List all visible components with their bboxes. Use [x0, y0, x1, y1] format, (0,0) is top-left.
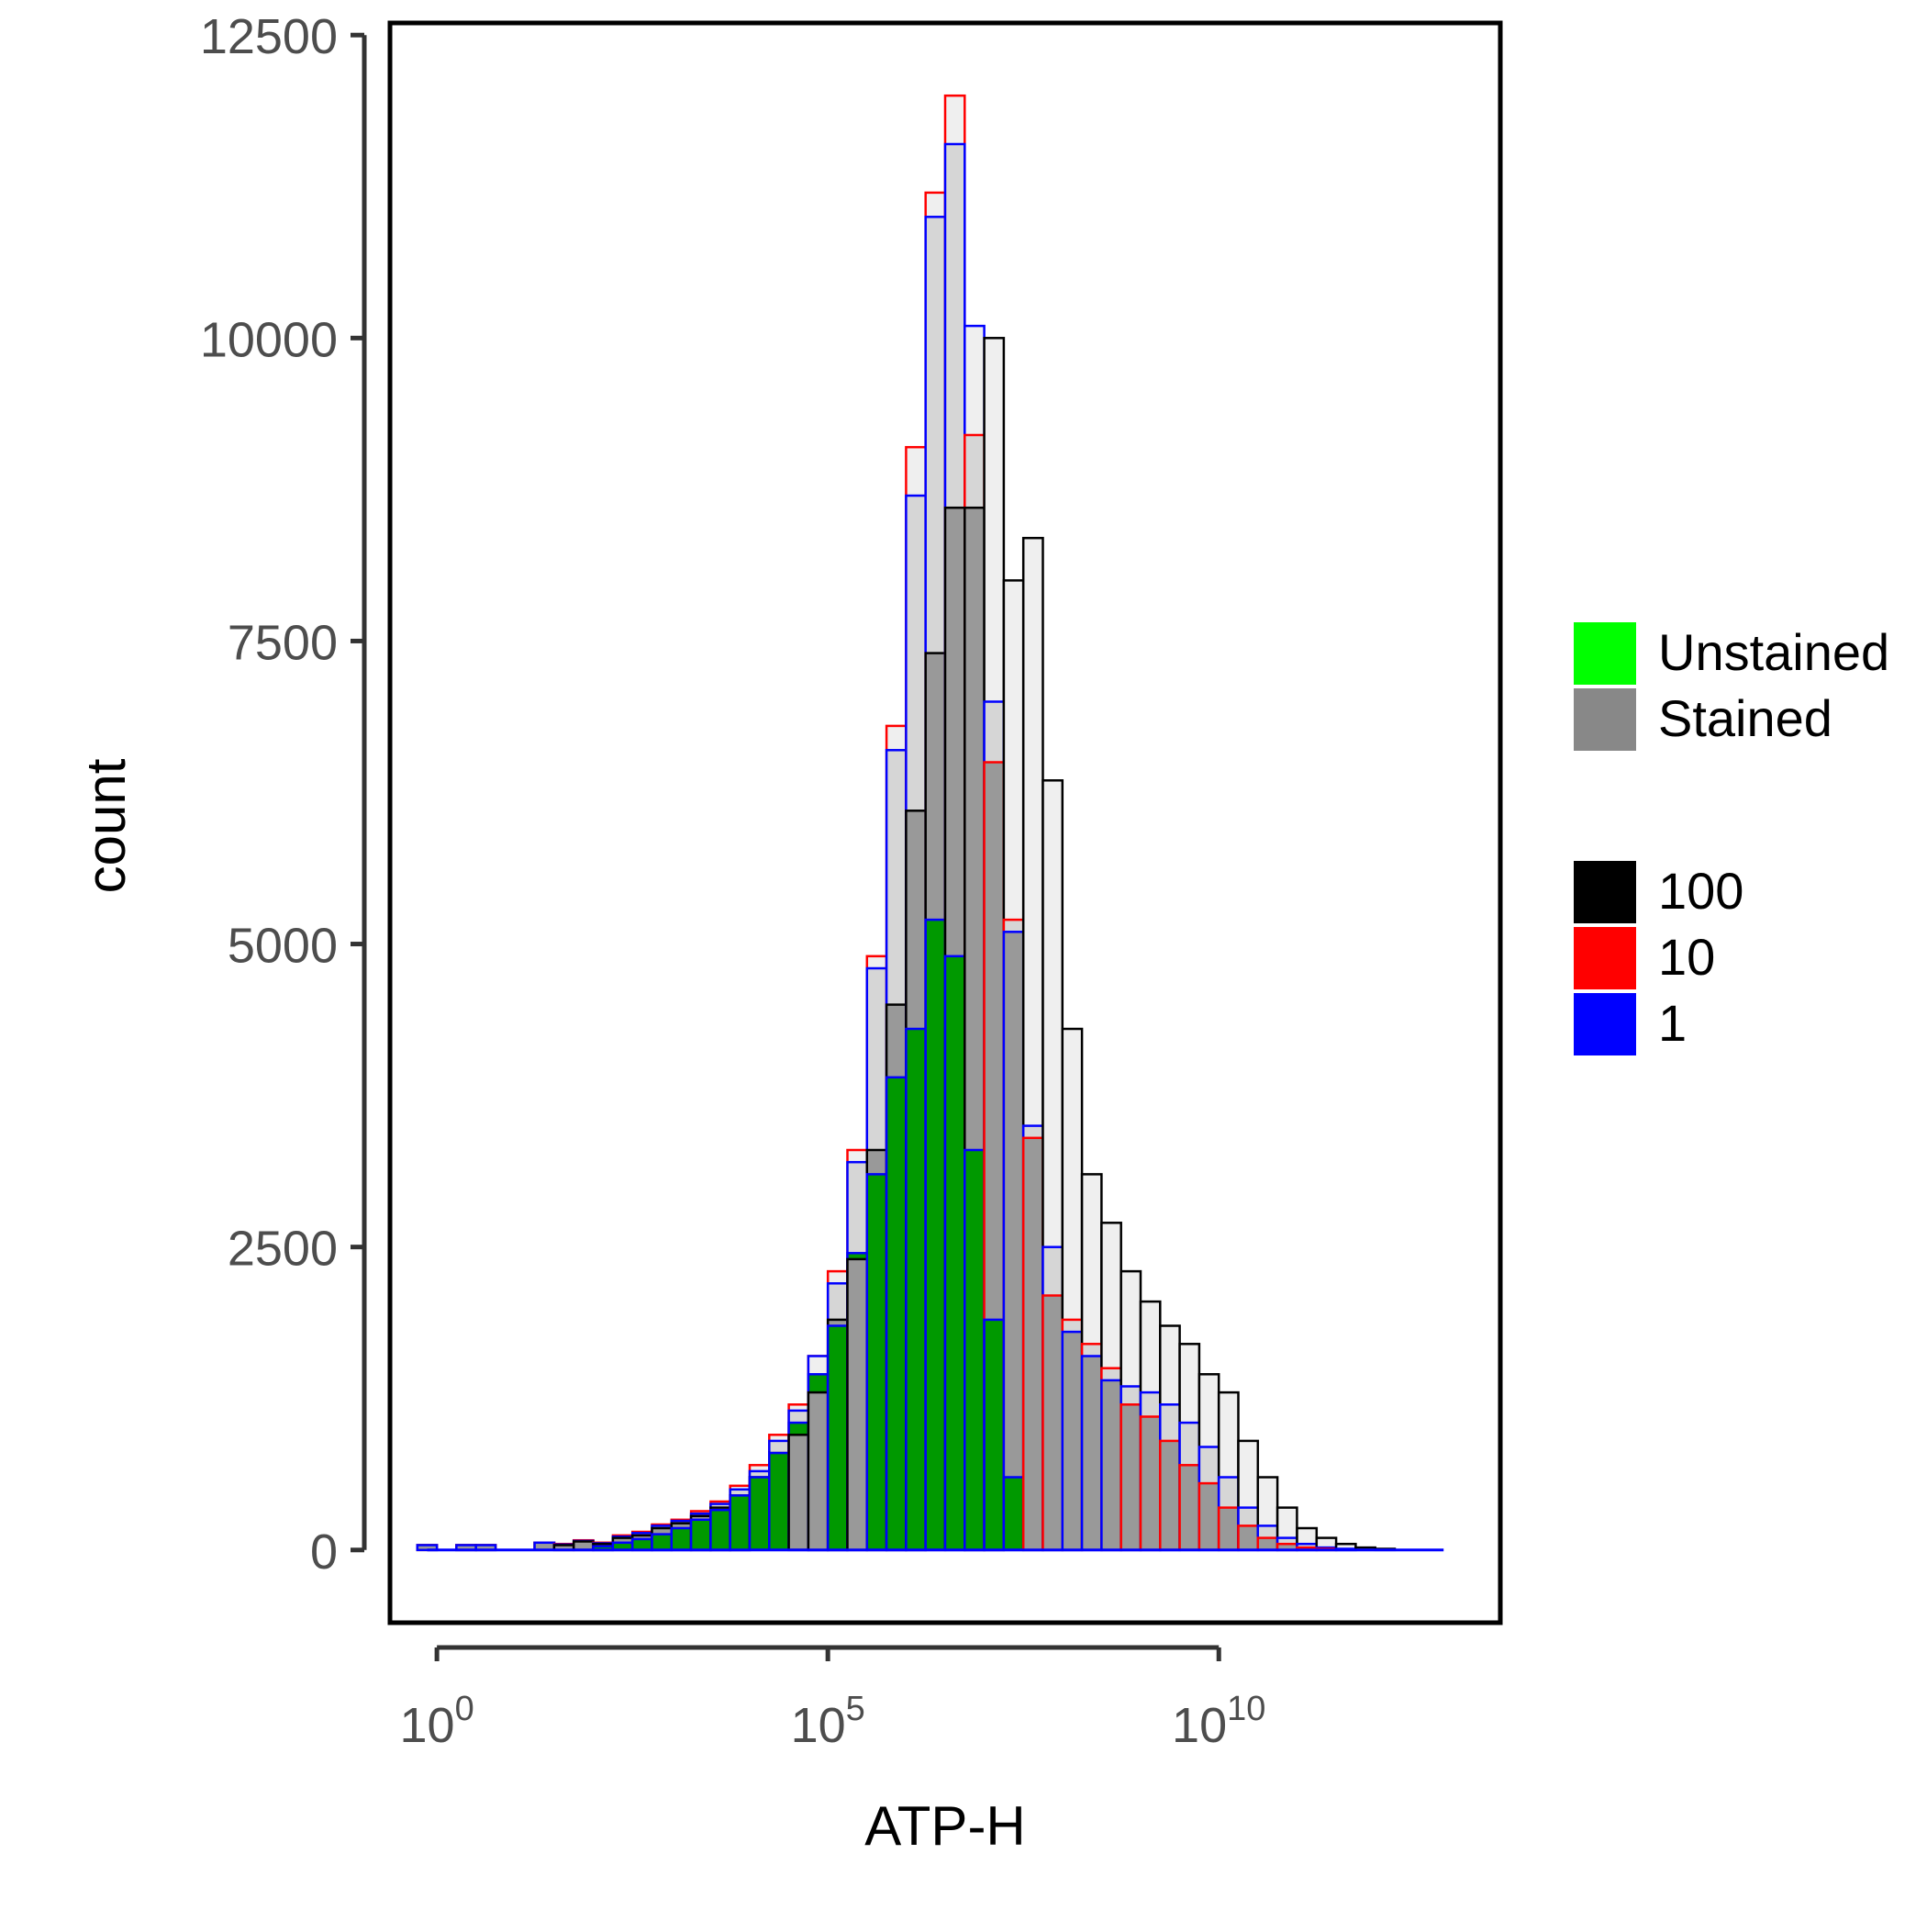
legend-key-stained — [1574, 688, 1636, 751]
y-tick-label: 0 — [310, 1524, 338, 1580]
bar-unstained-bin-24 — [885, 1076, 908, 1552]
bar-unstained-bin-21 — [826, 1324, 849, 1552]
bar-unstained-bin-15 — [709, 1508, 731, 1552]
bar-10-bin-37 — [1139, 1415, 1162, 1552]
bar-10-bin-38 — [1159, 1439, 1181, 1551]
x-tick-label: 100 — [400, 1690, 474, 1753]
bar-10-bin-39 — [1178, 1464, 1201, 1551]
bar-unstained-bin-29 — [983, 1318, 1006, 1552]
plot-panel-border — [387, 20, 1503, 1625]
bar-unstained-bin-23 — [865, 1173, 888, 1551]
bar-unstained-bin-14 — [689, 1518, 712, 1552]
legend-key-1 — [1574, 993, 1636, 1055]
legend-key-unstained — [1574, 622, 1636, 685]
bar-1-bin-30 — [1002, 931, 1025, 1551]
bar-1-bin-34 — [1080, 1355, 1103, 1552]
bar-10-bin-41 — [1217, 1506, 1240, 1552]
axes: 0 2500 5000 7500 10000 12500 100 105 1010 — [200, 9, 1266, 1753]
legend-label-unstained: Unstained — [1658, 623, 1889, 681]
bar-unstained-bin-18 — [768, 1451, 790, 1551]
x-tick-label: 1010 — [1172, 1690, 1265, 1753]
legend-label-100: 100 — [1658, 862, 1743, 920]
bar-unstained-bin-28 — [964, 1148, 986, 1552]
legend-label-1: 1 — [1658, 994, 1687, 1052]
y-tick-label: 7500 — [228, 615, 338, 670]
bar-unstained-bin-12 — [651, 1533, 674, 1552]
bar-unstained-bin-11 — [630, 1537, 653, 1552]
bar-100-bin-22 — [846, 1257, 869, 1552]
bar-10-bin-36 — [1119, 1403, 1142, 1552]
legend-key-10 — [1574, 927, 1636, 989]
y-tick-label: 2500 — [228, 1222, 338, 1277]
bar-unstained-bin-26 — [924, 918, 947, 1551]
bar-unstained-bin-30 — [1002, 1476, 1025, 1551]
bar-unstained-bin-13 — [670, 1526, 693, 1552]
bar-1-bin-33 — [1061, 1330, 1084, 1552]
y-tick-label: 10000 — [200, 312, 338, 367]
legend-key-100 — [1574, 861, 1636, 923]
bar-unstained-bin-16 — [729, 1494, 752, 1552]
bar-unstained-bin-25 — [905, 1027, 927, 1552]
bar-10-bin-42 — [1237, 1524, 1260, 1552]
bar-10-bin-40 — [1197, 1481, 1220, 1551]
bar-10-bin-31 — [1021, 1136, 1044, 1552]
bar-10-bin-43 — [1256, 1536, 1279, 1552]
x-tick-label: 105 — [791, 1690, 865, 1753]
histogram-bars — [416, 94, 1444, 1552]
legend-label-stained: Stained — [1658, 689, 1832, 747]
bar-1-bin-35 — [1100, 1379, 1122, 1552]
bar-100-bin-19 — [787, 1434, 810, 1551]
y-tick-label: 12500 — [200, 9, 338, 64]
legend: Unstained Stained 100 10 1 — [1574, 622, 1889, 1055]
bar-10-bin-32 — [1041, 1294, 1064, 1552]
y-axis-title: count — [75, 758, 137, 893]
bar-unstained-bin-27 — [943, 955, 966, 1552]
y-tick-label: 5000 — [228, 919, 338, 974]
bar-100-bin-20 — [807, 1390, 830, 1552]
x-axis-title: ATP-H — [864, 1795, 1026, 1857]
legend-label-10: 10 — [1658, 928, 1715, 986]
bar-1-bin-0 — [416, 1544, 439, 1552]
bar-unstained-bin-17 — [748, 1476, 771, 1551]
